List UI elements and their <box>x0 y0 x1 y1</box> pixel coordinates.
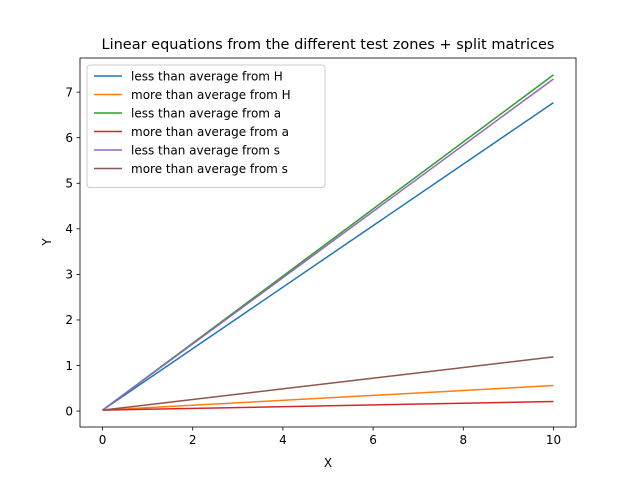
chart-title: Linear equations from the different test… <box>102 37 555 53</box>
y-tick-label: 6 <box>65 131 73 145</box>
legend-entry-5: more than average from s <box>131 162 288 176</box>
legend: less than average from H more than averag… <box>86 64 326 188</box>
legend-box <box>86 64 326 188</box>
plot-area: 0 2 4 6 8 10 0 1 2 3 4 5 6 7 <box>65 57 577 447</box>
x-axis-label: X <box>324 456 332 470</box>
x-tick-label: 2 <box>189 433 197 447</box>
x-tick-label: 8 <box>459 433 467 447</box>
legend-entry-2: less than average from a <box>131 106 281 120</box>
x-tick-label: 4 <box>279 433 287 447</box>
x-tick-label: 0 <box>99 433 107 447</box>
series-line-5 <box>102 356 554 411</box>
y-tick-label: 1 <box>65 359 73 373</box>
y-tick-label: 3 <box>65 268 73 282</box>
y-tick-label: 7 <box>65 85 73 99</box>
y-tick-label: 5 <box>65 177 73 191</box>
legend-entry-4: less than average from s <box>131 143 280 157</box>
legend-entry-3: more than average from a <box>131 125 289 139</box>
series-line-4 <box>102 78 554 411</box>
axes-frame <box>79 57 577 428</box>
series-line-3 <box>102 400 554 411</box>
legend-entry-0: less than average from H <box>131 69 283 83</box>
series-line-1 <box>102 384 554 411</box>
y-axis-label: Y <box>40 238 54 247</box>
x-tick-label: 10 <box>546 433 561 447</box>
series-line-0 <box>102 102 554 411</box>
y-tick-label: 2 <box>65 313 73 327</box>
y-tick-label: 4 <box>65 222 73 236</box>
legend-entry-1: more than average from H <box>131 88 291 102</box>
x-tick-label: 6 <box>369 433 377 447</box>
y-tick-label: 0 <box>65 404 73 418</box>
